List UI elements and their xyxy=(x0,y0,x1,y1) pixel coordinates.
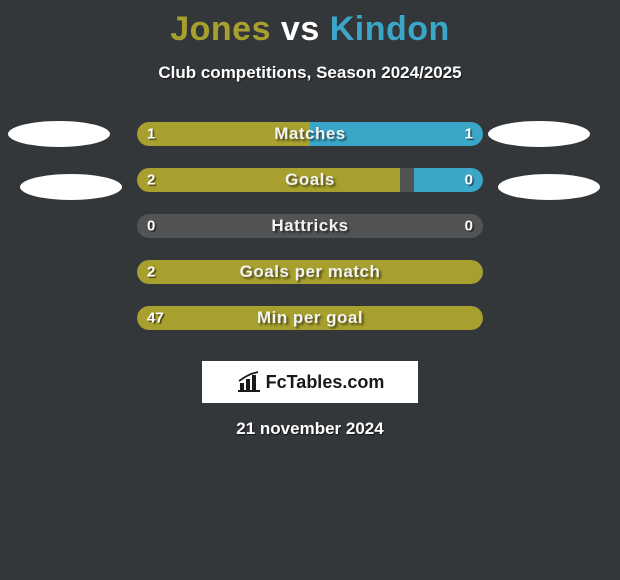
bar-track: Goals20 xyxy=(137,168,483,192)
brand-box: FcTables.com xyxy=(202,361,418,403)
title-player1: Jones xyxy=(170,10,271,48)
bar-track: Min per goal47 xyxy=(137,306,483,330)
chart-icon xyxy=(236,371,262,393)
player-photo-placeholder xyxy=(20,174,122,200)
bar-track: Matches11 xyxy=(137,122,483,146)
value-right: 0 xyxy=(465,218,473,235)
comparison-infographic: Jones vs Kindon Club competitions, Seaso… xyxy=(0,0,620,439)
title-player2: Kindon xyxy=(330,10,450,48)
brand-text: FcTables.com xyxy=(266,372,385,393)
bar-left xyxy=(137,260,483,284)
stat-rows-area: Matches11 Goals20 Hattricks0 0 Goals per mat… xyxy=(0,111,620,341)
player-photo-placeholder xyxy=(488,121,590,147)
stat-row: Min per goal47 xyxy=(0,295,620,341)
bar-left xyxy=(137,122,310,146)
brand-inner: FcTables.com xyxy=(236,371,385,393)
page-title: Jones vs Kindon xyxy=(0,10,620,49)
player-photo-placeholder xyxy=(498,174,600,200)
bar-right xyxy=(310,122,483,146)
bar-track: Goals per match2 xyxy=(137,260,483,284)
bar-left xyxy=(137,168,400,192)
bar-label: Hattricks xyxy=(137,216,483,236)
bar-right xyxy=(414,168,483,192)
stat-row: Hattricks0 0 xyxy=(0,203,620,249)
bar-left xyxy=(137,306,483,330)
subtitle: Club competitions, Season 2024/2025 xyxy=(0,63,620,83)
player-photo-placeholder xyxy=(8,121,110,147)
date-line: 21 november 2024 xyxy=(0,419,620,439)
title-vs: vs xyxy=(271,10,330,48)
value-left: 0 xyxy=(147,218,155,235)
bar-track: Hattricks0 0 xyxy=(137,214,483,238)
stat-row: Goals per match2 xyxy=(0,249,620,295)
